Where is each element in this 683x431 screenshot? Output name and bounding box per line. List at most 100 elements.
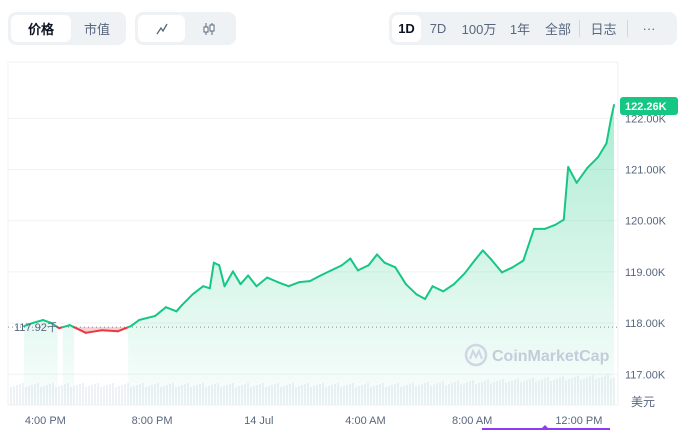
price-line-segment <box>298 280 311 284</box>
price-line-segment <box>481 249 493 261</box>
volume-bar <box>115 387 117 405</box>
price-line-segment <box>605 118 612 145</box>
price-line-segment <box>500 266 514 274</box>
price-line-segment <box>367 253 379 267</box>
price-line-segment <box>276 281 290 288</box>
price-line-segment <box>319 269 333 277</box>
volume-bar <box>106 385 108 405</box>
price-line-segment <box>31 319 45 325</box>
volume-bar <box>85 387 87 405</box>
volume-bar <box>118 386 120 405</box>
candlestick-icon <box>203 22 215 35</box>
price-line-segment <box>596 142 608 159</box>
volume-bar <box>100 387 102 405</box>
x-tick-label: 8:00 AM <box>452 415 492 427</box>
price-line-segment <box>223 270 234 288</box>
range-toggle: 1D 7D 100万 1年 全部 日志 ··· <box>389 12 677 45</box>
line-chart-icon <box>155 23 168 34</box>
price-line-segment <box>543 223 557 230</box>
candlestick-button[interactable] <box>185 15 233 42</box>
watermark: CoinMarketCap <box>464 343 610 367</box>
price-line-segment <box>474 249 484 261</box>
range-1d[interactable]: 1D <box>392 15 421 42</box>
price-line-segment <box>202 285 211 290</box>
price-line-segment <box>424 285 434 301</box>
y-tick-label: 120.00K <box>625 216 667 228</box>
price-line-segment <box>442 283 455 293</box>
price-line-segment <box>567 165 578 184</box>
price-line-segment <box>218 264 226 288</box>
volume-bar <box>19 384 21 405</box>
price-line-segment <box>50 322 59 329</box>
range-1m[interactable]: 100万 <box>461 22 497 37</box>
y-tick-label: 121.00K <box>625 165 667 177</box>
volume-bar <box>13 386 15 405</box>
line-chart-button[interactable] <box>138 15 185 42</box>
chart-type-toggle <box>135 12 236 45</box>
price-line-segment <box>255 276 269 288</box>
volume-bar <box>22 383 24 405</box>
volume-bar <box>124 384 126 405</box>
price-line-segment <box>247 274 258 288</box>
price-line-segment <box>164 306 178 313</box>
price-line-segment <box>138 314 157 322</box>
price-line-segment <box>383 261 397 269</box>
price-line-segment <box>431 285 445 293</box>
price-line-segment <box>42 319 53 325</box>
volume-bar <box>88 386 90 405</box>
price-line-segment <box>175 304 183 313</box>
price-line-segment <box>308 274 322 283</box>
area-fill-up <box>24 105 614 405</box>
divider <box>579 20 580 37</box>
price-line-segment <box>61 324 71 329</box>
x-tick-label: 12:00 PM <box>555 415 602 427</box>
price-line-segment <box>404 283 418 296</box>
log-scale-button[interactable]: 日志 <box>590 22 617 37</box>
current-price-label: 122.26K <box>625 101 667 113</box>
volume-bar <box>79 384 81 405</box>
price-line-segment <box>376 253 386 264</box>
volume-bar <box>16 385 18 405</box>
price-line-segment <box>415 293 427 301</box>
price-line-segment <box>266 276 279 284</box>
currency-label: 美元 <box>631 395 655 409</box>
metric-toggle: 价格 市值 <box>8 12 126 45</box>
y-tick-label: 118.00K <box>625 318 666 330</box>
volume-bar <box>127 383 129 405</box>
volume-bar <box>61 385 63 405</box>
x-tick-label: 4:00 AM <box>345 415 385 427</box>
price-line-segment <box>23 322 34 328</box>
range-7d[interactable]: 7D <box>429 21 447 36</box>
price-line-segment <box>116 326 130 333</box>
price-line-segment <box>84 329 103 334</box>
price-line-segment <box>340 257 352 267</box>
price-line-segment <box>191 285 205 296</box>
price-line-segment <box>522 227 535 262</box>
current-price-tag <box>620 97 678 116</box>
tab-price[interactable]: 价格 <box>11 15 71 42</box>
navigator-handle[interactable] <box>541 425 549 429</box>
price-line-segment <box>562 165 570 221</box>
volume-bar <box>109 384 111 405</box>
tab-market-cap[interactable]: 市值 <box>83 22 110 37</box>
volume-bar <box>97 383 99 405</box>
more-button[interactable]: ··· <box>642 21 656 36</box>
volume-bar <box>91 385 93 405</box>
volume-bar <box>121 385 123 405</box>
price-line-segment <box>239 274 250 286</box>
range-all[interactable]: 全部 <box>544 22 571 37</box>
price-line-segment <box>463 258 477 275</box>
volume-bar <box>103 386 105 405</box>
volume-bar <box>58 386 60 405</box>
volume-bar <box>10 387 12 405</box>
y-tick-label: 117.00K <box>625 369 666 381</box>
x-tick-label: 14 Jul <box>244 415 273 427</box>
y-tick-label: 119.00K <box>625 267 666 279</box>
price-line-segment <box>511 259 525 269</box>
baseline-label: 117.92千 <box>14 321 58 334</box>
price-line-segment <box>349 257 359 272</box>
volume-bar <box>76 385 78 405</box>
price-line-segment <box>554 218 565 226</box>
range-1y[interactable]: 1年 <box>509 22 531 37</box>
